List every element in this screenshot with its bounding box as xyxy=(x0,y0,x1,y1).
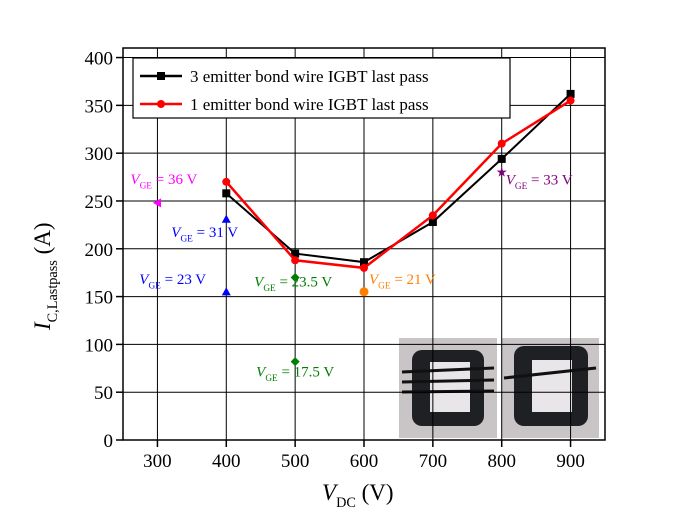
annotation-label-text: = 23 V xyxy=(161,272,206,288)
photo-wire xyxy=(503,366,597,380)
marker xyxy=(222,177,231,186)
annotation-label-text: = 31 V xyxy=(193,225,238,241)
marker xyxy=(359,287,369,297)
annotation-label-symbol: V xyxy=(256,365,267,381)
annotation-label: VGE = 31 V xyxy=(171,225,238,245)
annotation-label-subscript: GE xyxy=(263,284,276,294)
x-tick-label: 300 xyxy=(143,451,172,472)
annotation-label-text: = 17.5 V xyxy=(278,365,335,381)
y-tick-label: 150 xyxy=(85,288,114,309)
annotation-label-subscript: GE xyxy=(180,235,193,245)
marker xyxy=(152,198,162,208)
marker xyxy=(221,214,231,223)
x-axis-label: VDC (V) xyxy=(322,480,394,511)
annotation-label-symbol: V xyxy=(139,272,150,288)
annotation-label-subscript: GE xyxy=(148,281,161,291)
y-tick-label: 50 xyxy=(94,383,113,404)
y-axis-label-subscript: C,Lastpass xyxy=(45,260,61,323)
legend-label: 3 emitter bond wire IGBT last pass xyxy=(190,67,429,86)
y-axis-label-text: (A) xyxy=(30,222,55,260)
x-tick-label: 800 xyxy=(487,451,516,472)
legend-box xyxy=(132,57,511,119)
series-line xyxy=(225,93,572,264)
marker xyxy=(290,357,300,367)
marker xyxy=(428,211,437,220)
x-tick-label: 500 xyxy=(281,451,310,472)
plot-frame xyxy=(122,47,606,441)
marker xyxy=(428,218,437,227)
annotation-label-subscript: GE xyxy=(378,281,391,291)
marker xyxy=(221,287,231,296)
annotation-label-symbol: V xyxy=(369,272,380,288)
x-axis-label-text: (V) xyxy=(356,480,394,505)
photo-wire xyxy=(401,378,495,384)
annotation-label-symbol: V xyxy=(506,172,517,188)
y-tick-label: 250 xyxy=(85,192,114,213)
legend-label: 1 emitter bond wire IGBT last pass xyxy=(190,95,429,114)
annotation-label-symbol: V xyxy=(254,274,265,290)
y-axis-label-symbol: I xyxy=(30,321,55,331)
photo-wire xyxy=(401,366,495,374)
marker xyxy=(360,263,368,272)
annotation-label: VGE = 21 V xyxy=(369,272,436,292)
marker xyxy=(291,249,300,258)
x-axis-label-symbol: V xyxy=(322,480,339,505)
annotation-label-symbol: V xyxy=(171,225,182,241)
x-tick-label: 700 xyxy=(419,451,448,472)
annotation-label-text: = 23.5 V xyxy=(276,274,333,290)
x-tick-label: 600 xyxy=(350,451,379,472)
marker xyxy=(291,256,300,265)
y-tick-label: 0 xyxy=(104,431,114,452)
y-tick-label: 200 xyxy=(85,240,114,261)
annotation-label: VGE = 17.5 V xyxy=(256,365,334,385)
annotation-label: VGE = 33 V xyxy=(506,172,573,192)
x-tick-label: 900 xyxy=(556,451,585,472)
annotation-label-text: = 36 V xyxy=(152,172,197,188)
annotation-label-symbol: V xyxy=(130,172,141,188)
annotation-label-text: = 21 V xyxy=(391,272,436,288)
annotation-label-subscript: GE xyxy=(265,374,278,384)
photo-die xyxy=(532,360,572,412)
annotation-label: VGE = 23.5 V xyxy=(254,274,332,294)
y-tick-label: 300 xyxy=(85,144,114,165)
marker xyxy=(290,272,300,282)
y-tick-label: 350 xyxy=(85,96,114,117)
marker xyxy=(497,154,506,163)
series-line xyxy=(225,99,572,270)
x-axis-label-subscript: DC xyxy=(336,495,356,511)
marker xyxy=(566,89,575,98)
annotation-label: VGE = 23 V xyxy=(139,272,206,292)
y-tick-label: 400 xyxy=(85,49,114,70)
inset-photos xyxy=(399,338,599,438)
annotation-label-text: = 33 V xyxy=(527,172,572,188)
marker xyxy=(497,139,506,148)
x-tick-label: 400 xyxy=(212,451,241,472)
y-axis-label: IC,Lastpass (A) xyxy=(30,222,61,331)
marker xyxy=(222,189,231,198)
y-tick-label: 100 xyxy=(85,335,114,356)
marker xyxy=(496,166,507,177)
marker xyxy=(157,100,165,108)
annotation-label: VGE = 36 V xyxy=(130,172,197,192)
annotation-label-subscript: GE xyxy=(140,181,153,191)
annotation-label-subscript: GE xyxy=(515,182,528,192)
marker xyxy=(157,72,165,80)
marker xyxy=(566,96,575,105)
marker xyxy=(360,258,368,267)
